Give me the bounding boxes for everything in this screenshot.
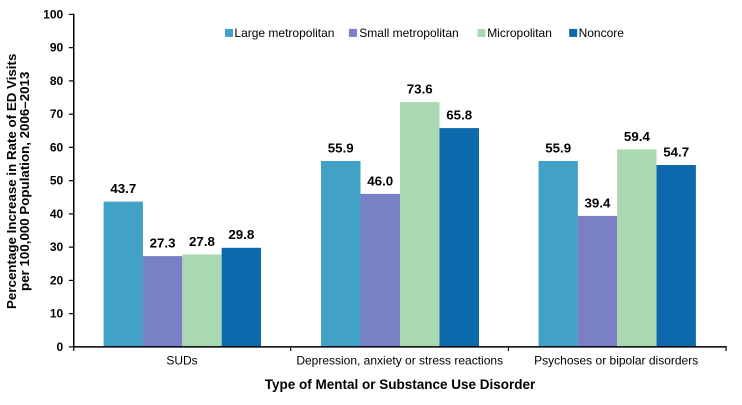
svg-text:65.8: 65.8	[446, 108, 472, 123]
svg-text:40: 40	[50, 207, 64, 221]
svg-text:30: 30	[50, 240, 64, 254]
svg-text:39.4: 39.4	[585, 195, 612, 210]
svg-text:Noncore: Noncore	[579, 26, 625, 40]
svg-text:60: 60	[50, 140, 64, 154]
svg-text:43.7: 43.7	[110, 181, 136, 196]
svg-text:Small metropolitan: Small metropolitan	[359, 26, 458, 40]
svg-text:55.9: 55.9	[328, 140, 354, 155]
svg-text:Type of Mental or Substance Us: Type of Mental or Substance Use Disorder	[265, 377, 536, 392]
svg-text:SUDs: SUDs	[166, 354, 197, 368]
svg-text:27.8: 27.8	[189, 234, 215, 249]
svg-text:Psychoses or bipolar disorders: Psychoses or bipolar disorders	[534, 354, 698, 368]
svg-text:27.3: 27.3	[150, 236, 176, 251]
svg-text:59.4: 59.4	[624, 129, 651, 144]
svg-text:per 100,000 Population, 2006–2: per 100,000 Population, 2006–2013	[17, 72, 32, 291]
svg-text:70: 70	[50, 107, 64, 121]
svg-text:50: 50	[50, 174, 64, 188]
svg-text:90: 90	[50, 41, 64, 55]
svg-text:Micropolitan: Micropolitan	[487, 26, 552, 40]
svg-text:Large metropolitan: Large metropolitan	[234, 26, 334, 40]
svg-text:29.8: 29.8	[228, 227, 254, 242]
svg-text:80: 80	[50, 74, 64, 88]
svg-text:0: 0	[57, 340, 64, 354]
svg-text:100: 100	[43, 7, 63, 21]
svg-text:Percentage Increase in Rate of: Percentage Increase in Rate of ED Visits	[4, 54, 19, 309]
svg-text:20: 20	[50, 273, 64, 287]
svg-text:54.7: 54.7	[663, 144, 689, 159]
svg-text:73.6: 73.6	[407, 82, 433, 97]
svg-text:10: 10	[50, 307, 64, 321]
svg-text:Depression, anxiety or stress: Depression, anxiety or stress reactions	[296, 354, 503, 368]
svg-text:46.0: 46.0	[367, 173, 393, 188]
svg-text:55.9: 55.9	[545, 140, 571, 155]
